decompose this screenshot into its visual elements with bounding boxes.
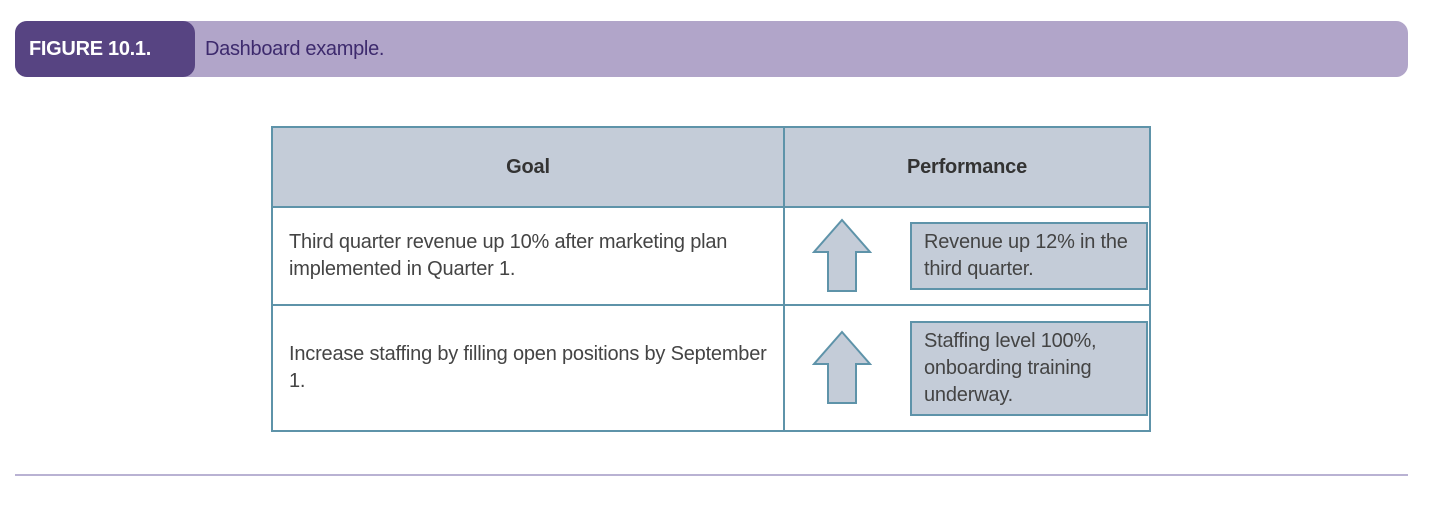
figure-caption-bar: FIGURE 10.1. Dashboard example. <box>15 21 1408 77</box>
performance-summary: Staffing level 100%, onboarding training… <box>910 320 1148 416</box>
up-arrow-icon <box>812 218 872 292</box>
bottom-divider <box>15 474 1408 476</box>
up-arrow-icon <box>812 330 872 404</box>
table-row: Increase staffing by filling open positi… <box>271 304 1151 432</box>
goal-cell: Increase staffing by filling open positi… <box>271 304 785 432</box>
figure-title: Dashboard example. <box>205 37 385 60</box>
goal-cell: Third quarter revenue up 10% after marke… <box>271 206 785 306</box>
goal-column-header: Goal <box>271 126 785 208</box>
performance-cell: Staffing level 100%, onboarding training… <box>783 304 1151 432</box>
performance-summary: Revenue up 12% in the third quarter. <box>910 222 1148 290</box>
table-row: Third quarter revenue up 10% after marke… <box>271 206 1151 306</box>
table-header-row: Goal Performance <box>271 126 1151 208</box>
dashboard-table: Goal Performance Third quarter revenue u… <box>271 126 1151 432</box>
performance-cell: Revenue up 12% in the third quarter. <box>783 206 1151 306</box>
figure-label: FIGURE 10.1. <box>15 21 195 77</box>
performance-column-header: Performance <box>783 126 1151 208</box>
